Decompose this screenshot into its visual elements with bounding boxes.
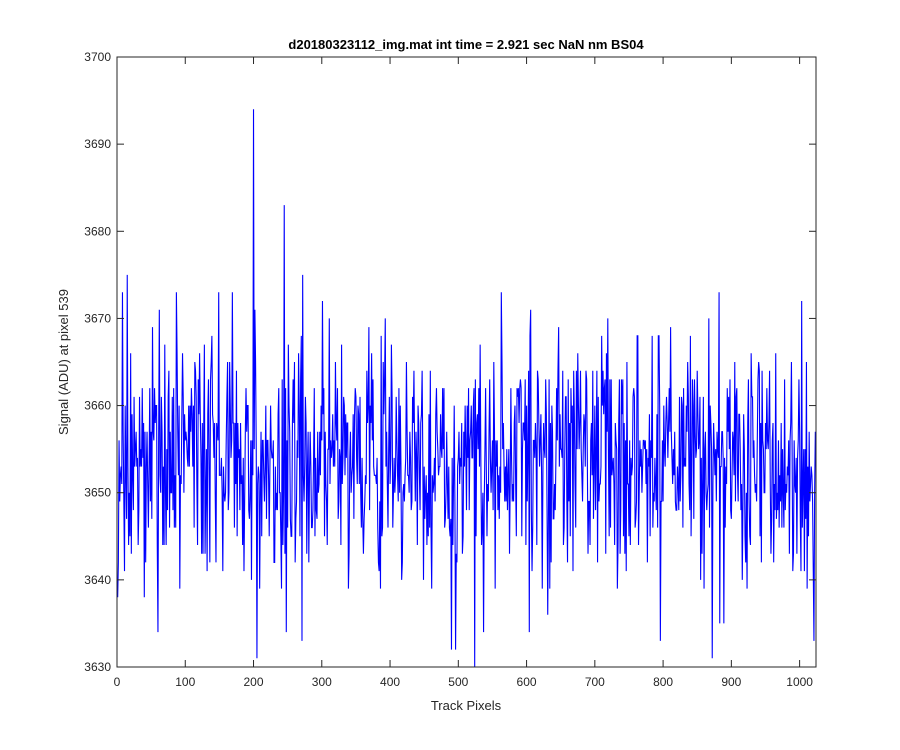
chart-title: d20180323112_img.mat int time = 2.921 se… [288,37,644,52]
plot-area [117,57,816,667]
y-tick-label: 3680 [84,224,111,238]
x-tick-label: 700 [585,675,605,689]
x-tick-label: 400 [380,675,400,689]
y-tick-label: 3630 [84,660,111,674]
x-tick-label: 100 [175,675,195,689]
y-tick-label: 3640 [84,573,111,587]
data-layer [117,109,816,667]
x-tick-label: 300 [312,675,332,689]
x-tick-label: 0 [114,675,121,689]
y-tick-label: 3700 [84,50,111,64]
x-tick-label: 600 [517,675,537,689]
x-tick-label: 900 [721,675,741,689]
x-tick-label: 800 [653,675,673,689]
x-tick-label: 200 [244,675,264,689]
y-tick-label: 3690 [84,137,111,151]
plot-frame [116,56,817,668]
x-tick-label: 1000 [786,675,813,689]
y-axis-label: Signal (ADU) at pixel 539 [56,289,71,435]
y-tick-label: 3660 [84,399,111,413]
axes-layer: 0 100 200 300 400 500 600 700 800 900 1000 3630 3640… [84,50,816,689]
series-line [117,109,816,667]
y-tick-label: 3650 [84,486,111,500]
y-tick-label: 3670 [84,311,111,325]
x-axis-label: Track Pixels [431,698,502,713]
x-tick-label: 500 [448,675,468,689]
